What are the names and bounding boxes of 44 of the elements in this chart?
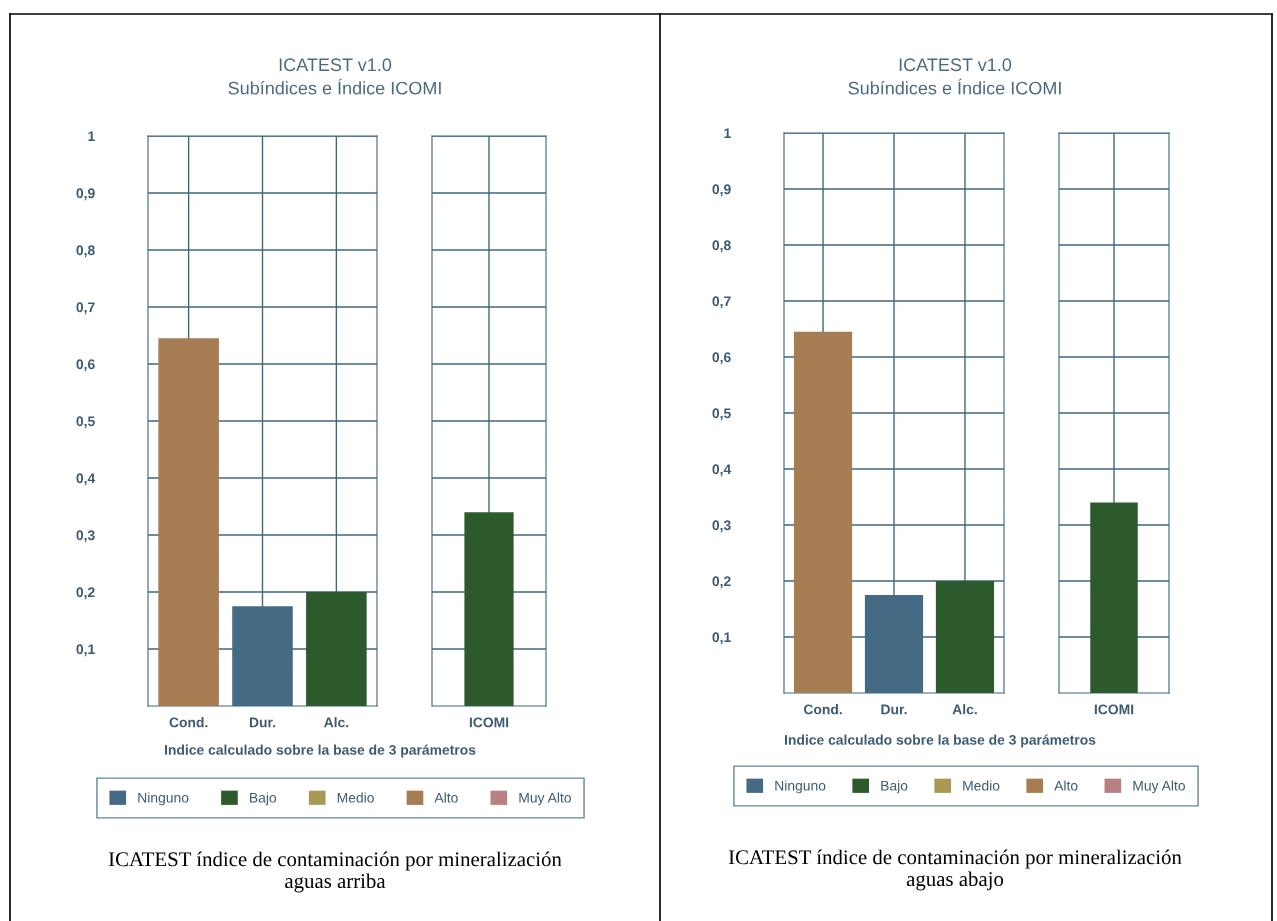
- x-tick-label: Alc.: [952, 704, 977, 715]
- x-tick-label: ICOMI: [1094, 704, 1134, 715]
- legend-label: Medio: [963, 780, 1000, 791]
- y-tick-label: 0,1: [712, 632, 731, 645]
- x-tick-label: ICOMI: [469, 717, 509, 728]
- y-tick-label: 0,4: [712, 464, 732, 477]
- y-tick-label: 0,7: [712, 296, 731, 309]
- y-tick-label: 0,8: [712, 240, 731, 253]
- y-tick-label: 0,5: [76, 416, 95, 429]
- y-tick-label: 0,3: [712, 520, 731, 533]
- y-tick-label: 0,6: [76, 359, 95, 372]
- legend-label: Ninguno: [138, 792, 189, 806]
- x-tick-label: Cond.: [169, 717, 208, 728]
- legend-label: Muy Alto: [1133, 780, 1185, 794]
- y-tick-label: 0,1: [76, 644, 95, 657]
- y-tick-label: 0,6: [712, 352, 731, 365]
- x-tick-label: Alc.: [323, 717, 349, 728]
- y-tick-label: 0,8: [76, 245, 95, 258]
- y-tick-label: 1: [724, 128, 731, 139]
- x-tick-label: Cond.: [803, 704, 842, 715]
- legend-label: Alto: [1054, 780, 1078, 791]
- y-tick-label: 1: [88, 131, 95, 142]
- x-tick-label: Dur.: [881, 704, 907, 715]
- y-tick-label: 0,9: [712, 184, 731, 197]
- y-tick-label: 0,4: [76, 473, 96, 486]
- y-tick-label: 0,2: [76, 587, 95, 600]
- legend-label: Bajo: [250, 792, 277, 806]
- y-tick-label: 0,9: [76, 188, 95, 201]
- text: ICATEST índice de contaminación por mineralización aguas arriba: [108, 851, 562, 893]
- text: ICATEST índice de contaminación por mineralización aguas abajo: [728, 849, 1182, 891]
- y-tick-label: 0,7: [76, 302, 95, 315]
- x-axis-title: Indice calculado sobre la base de 3 parámetros: [785, 734, 1096, 748]
- y-tick-label: 0,5: [712, 408, 731, 421]
- chart-title: ICATEST v1.0 Subíndices e Índice ICOMI: [848, 58, 1061, 95]
- x-tick-label: Dur.: [249, 717, 276, 728]
- y-tick-label: 0,3: [76, 530, 95, 543]
- x-axis-title: Indice calculado sobre la base de 3 parámetros: [165, 744, 476, 758]
- legend-label: Muy Alto: [519, 792, 571, 806]
- chart-title: ICATEST v1.0 Subíndices e Índice ICOMI: [228, 58, 441, 95]
- y-tick-label: 0,2: [712, 576, 731, 589]
- legend-label: Medio: [337, 792, 374, 803]
- legend-label: Ninguno: [775, 780, 826, 794]
- legend-label: Alto: [434, 792, 458, 803]
- legend-label: Bajo: [881, 780, 908, 794]
